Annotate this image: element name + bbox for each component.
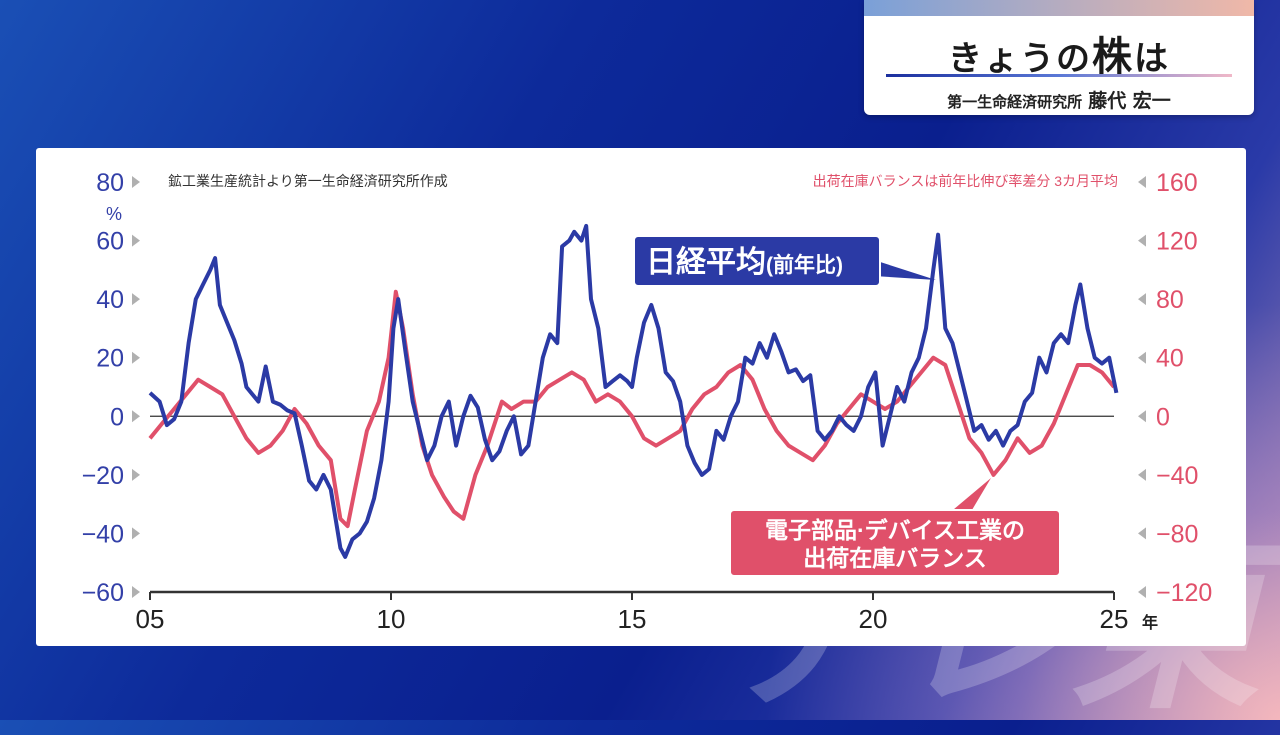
nikkei-callout-main: 日経平均 (646, 245, 766, 279)
left-tick-label: −40 (82, 520, 124, 548)
right-tick-marker (1138, 410, 1146, 423)
right-tick-label: 40 (1156, 345, 1184, 373)
left-tick-marker (132, 351, 140, 364)
right-tick-label: 120 (1156, 228, 1198, 256)
left-tick-label: 60 (96, 228, 124, 256)
title-post: は (1134, 39, 1170, 79)
program-title-card: きょうの株は 第一生命経済研究所 藤代 宏一 (864, 0, 1254, 115)
nikkei-callout-pointer (874, 260, 936, 280)
right-tick-label: 160 (1156, 169, 1198, 197)
nikkei-series-line (148, 223, 1119, 559)
right-tick-label: −40 (1156, 462, 1198, 490)
left-tick-marker (132, 410, 140, 423)
nikkei-callout-suffix: (前年比) (766, 253, 843, 277)
x-tick-label: 25 (1100, 604, 1129, 634)
left-tick-label: 20 (96, 345, 124, 373)
right-tick-marker (1138, 527, 1146, 540)
left-tick-label: 80 (96, 169, 124, 197)
left-tick-marker (132, 234, 140, 247)
x-axis-unit: 年 (1142, 613, 1158, 632)
left-tick-marker (132, 586, 140, 598)
left-tick-label: 0 (110, 403, 124, 431)
right-tick-label: 0 (1156, 403, 1170, 431)
guest-organization: 第一生命経済研究所 (947, 93, 1083, 111)
left-tick-label: 40 (96, 286, 124, 314)
right-tick-marker (1138, 468, 1146, 481)
title-pre: きょうの (948, 39, 1092, 79)
nikkei-callout-label: 日経平均(前年比) (646, 245, 843, 279)
chart-panel: 鉱工業生産統計より第一生命経済研究所作成 出荷在庫バランスは前年比伸び率差分 3… (36, 148, 1246, 646)
right-tick-marker (1138, 234, 1146, 247)
left-tick-label: −60 (82, 579, 124, 607)
nikkei-callout-box (633, 235, 881, 287)
program-title: きょうの株は (864, 24, 1254, 82)
balance-callout-box (729, 509, 1061, 577)
right-tick-marker (1138, 351, 1146, 364)
x-tick-label: 05 (136, 604, 165, 634)
x-tick-label: 20 (859, 604, 888, 634)
left-tick-marker (132, 527, 140, 540)
right-axis-note: 出荷在庫バランスは前年比伸び率差分 3カ月平均 (813, 173, 1118, 189)
left-tick-label: −20 (82, 462, 124, 490)
balance-callout-line1: 電子部品·デバイス工業の (765, 517, 1025, 543)
chart-svg: 鉱工業生産統計より第一生命経済研究所作成 出荷在庫バランスは前年比伸び率差分 3… (82, 169, 1213, 634)
right-tick-label: −80 (1156, 520, 1198, 548)
guest-caption: 第一生命経済研究所 藤代 宏一 (864, 86, 1254, 113)
title-divider (886, 74, 1232, 77)
balance-callout-line2: 出荷在庫バランス (803, 545, 987, 571)
right-tick-marker (1138, 176, 1146, 188)
left-tick-marker (132, 293, 140, 306)
guest-name: 藤代 宏一 (1088, 90, 1171, 112)
left-tick-marker (132, 176, 140, 188)
left-axis-unit: % (106, 204, 122, 224)
title-emphasis: 株 (1092, 34, 1134, 80)
source-note: 鉱工業生産統計より第一生命経済研究所作成 (168, 173, 448, 189)
right-tick-label: −120 (1156, 579, 1212, 607)
x-tick-label: 15 (618, 604, 647, 634)
left-tick-marker (132, 468, 140, 481)
right-tick-marker (1138, 293, 1146, 306)
balance-series-line (148, 289, 1116, 529)
right-tick-label: 80 (1156, 286, 1184, 314)
x-tick-label: 10 (377, 604, 406, 634)
right-tick-marker (1138, 586, 1146, 598)
title-accent-strip (864, 0, 1254, 16)
